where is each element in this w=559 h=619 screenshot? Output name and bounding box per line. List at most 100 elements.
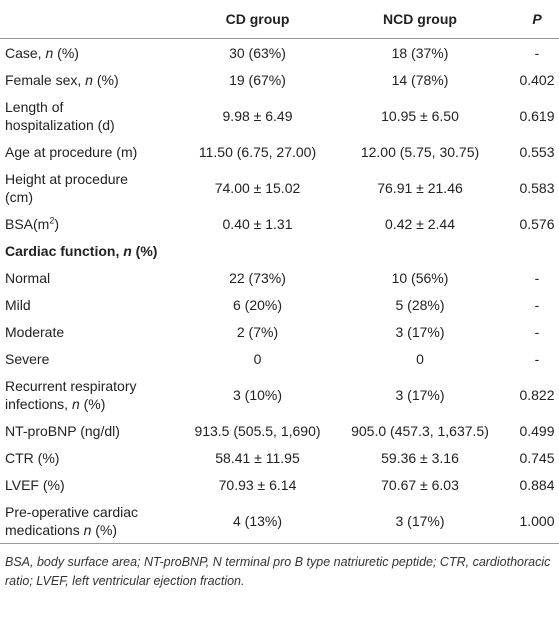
- value-cell: 5 (28%): [395, 296, 445, 313]
- label-text: Recurrent respiratory infections,: [5, 377, 137, 412]
- table-row: CTR (%) 58.41 ± 11.95 59.36 ± 3.16 0.745: [0, 444, 559, 471]
- value-cell: 19 (67%): [229, 71, 286, 88]
- value-cell: 10 (56%): [391, 269, 449, 286]
- value-cell: 905.0 (457.3, 1,637.5): [351, 422, 489, 439]
- row-label: Height at procedure (cm): [0, 165, 190, 210]
- value-cell: 2 (7%): [236, 323, 279, 340]
- footnote: BSA, body surface area; NT-proBNP, N ter…: [5, 555, 551, 588]
- label-text: Case,: [5, 44, 46, 61]
- header-blank: [0, 0, 190, 39]
- italic-text: n: [85, 71, 93, 88]
- label-text: LVEF (%): [5, 476, 65, 493]
- table-row: LVEF (%) 70.93 ± 6.14 70.67 ± 6.03 0.884: [0, 471, 559, 498]
- data-table: CD group NCD group P Case, n (%) 30 (63%)…: [0, 0, 559, 544]
- label-text: BSA(m: [5, 215, 50, 232]
- label-text: Length of hospitalization (d): [5, 98, 115, 133]
- table-row: Mild 6 (20%) 5 (28%) -: [0, 291, 559, 318]
- value-cell: 4 (13%): [190, 498, 325, 544]
- label-text: Height at procedure (cm): [5, 170, 128, 205]
- row-label: Case, n (%): [0, 39, 190, 67]
- p-value: 0.583: [519, 179, 555, 196]
- row-label: Normal: [0, 264, 190, 291]
- row-label: Female sex, n (%): [0, 66, 190, 93]
- value-cell: 0.42 ± 2.44: [385, 215, 455, 232]
- table-row: Case, n (%) 30 (63%) 18 (37%) -: [0, 39, 559, 67]
- p-value: 0.884: [519, 476, 555, 493]
- label-text: Normal: [5, 269, 51, 286]
- value-cell: 30 (63%): [229, 44, 286, 61]
- value-cell: 59.36 ± 3.16: [381, 449, 459, 466]
- table-row: Normal 22 (73%) 10 (56%) -: [0, 264, 559, 291]
- table-body: Case, n (%) 30 (63%) 18 (37%) - Female sex, …: [0, 39, 559, 544]
- p-value: -: [534, 269, 540, 286]
- p-value: 0.553: [519, 143, 555, 160]
- table-row: Female sex, n (%) 19 (67%) 14 (78%) 0.402: [0, 66, 559, 93]
- value-cell: 3 (17%): [395, 323, 445, 340]
- row-label: NT-proBNP (ng/dl): [0, 417, 190, 444]
- value-cell: 70.67 ± 6.03: [381, 476, 459, 493]
- value-cell: 11.50 (6.75, 27.00): [198, 143, 317, 160]
- label-text: Age at procedure (m): [5, 143, 138, 160]
- table-row: Moderate 2 (7%) 3 (17%) -: [0, 318, 559, 345]
- value-cell: 3 (10%): [232, 386, 283, 403]
- p-value: -: [534, 350, 540, 367]
- label-text: (%): [91, 521, 118, 538]
- row-label: BSA(m2): [0, 210, 190, 237]
- italic-text: n: [71, 395, 80, 412]
- row-label: Mild: [0, 291, 190, 318]
- table-row: BSA(m2) 0.40 ± 1.31 0.42 ± 2.44 0.576: [0, 210, 559, 237]
- p-value: 0.822: [519, 386, 555, 403]
- label-text: Mild: [5, 296, 31, 313]
- value-cell: 70.93 ± 6.14: [218, 476, 297, 493]
- value-cell: 913.5 (505.5, 1,690): [194, 422, 321, 439]
- label-text: ): [54, 215, 60, 232]
- table-row: Length of hospitalization (d) 9.98 ± 6.49…: [0, 93, 559, 138]
- header-cell: P: [515, 0, 559, 39]
- value-cell: 3 (17%): [325, 498, 515, 544]
- row-label: Cardiac function, n (%): [0, 237, 559, 264]
- table-row: Age at procedure (m) 11.50 (6.75, 27.00) 1…: [0, 138, 559, 165]
- label-text: (%): [79, 395, 106, 412]
- value-cell: 12.00 (5.75, 30.75): [360, 143, 480, 160]
- value-cell: 6 (20%): [232, 296, 283, 313]
- row-label: Length of hospitalization (d): [0, 93, 190, 138]
- p-value: 1.000: [515, 498, 559, 544]
- p-value: 0.499: [519, 422, 555, 439]
- value-cell: 76.91 ± 21.46: [377, 179, 463, 196]
- label-text: Moderate: [5, 323, 65, 340]
- label-text: Severe: [5, 350, 50, 367]
- value-cell: 10.95 ± 6.50: [381, 107, 459, 124]
- table-row: Recurrent respiratory infections, n (%) 3…: [0, 372, 559, 417]
- superscript: 2: [49, 214, 55, 225]
- label-text: CTR (%): [5, 449, 60, 466]
- header-cell: CD group: [190, 0, 325, 39]
- row-label: Pre-operative cardiac medications n (%): [0, 498, 190, 544]
- italic-text: n: [123, 242, 132, 259]
- p-value: 0.576: [519, 215, 555, 232]
- p-value: -: [534, 44, 540, 61]
- row-label: Age at procedure (m): [0, 138, 190, 165]
- label-text: Female sex,: [5, 71, 86, 88]
- italic-text: n: [83, 521, 92, 538]
- value-cell: 0: [253, 350, 262, 367]
- p-value: -: [534, 323, 540, 340]
- table-row: Severe 0 0 -: [0, 345, 559, 372]
- table-header: CD group NCD group P: [0, 0, 559, 39]
- value-cell: 14 (78%): [391, 71, 449, 88]
- p-value: 0.619: [519, 107, 555, 124]
- label-text: Cardiac function,: [5, 242, 124, 259]
- p-value: 0.402: [519, 71, 555, 88]
- row-label: Moderate: [0, 318, 190, 345]
- table-row: Pre-operative cardiac medications n (%) 4…: [0, 498, 559, 544]
- value-cell: 74.00 ± 15.02: [214, 179, 301, 196]
- value-cell: 0: [416, 350, 424, 367]
- value-cell: 18 (37%): [391, 44, 449, 61]
- label-text: Pre-operative cardiac medications: [5, 503, 139, 538]
- label-text: NT-proBNP (ng/dl): [5, 422, 120, 439]
- row-label: CTR (%): [0, 444, 190, 471]
- table-row: Height at procedure (cm) 74.00 ± 15.02 76.…: [0, 165, 559, 210]
- label-text: (%): [53, 44, 79, 61]
- header-cell: NCD group: [325, 0, 515, 39]
- table-row: NT-proBNP (ng/dl) 913.5 (505.5, 1,690) 905…: [0, 417, 559, 444]
